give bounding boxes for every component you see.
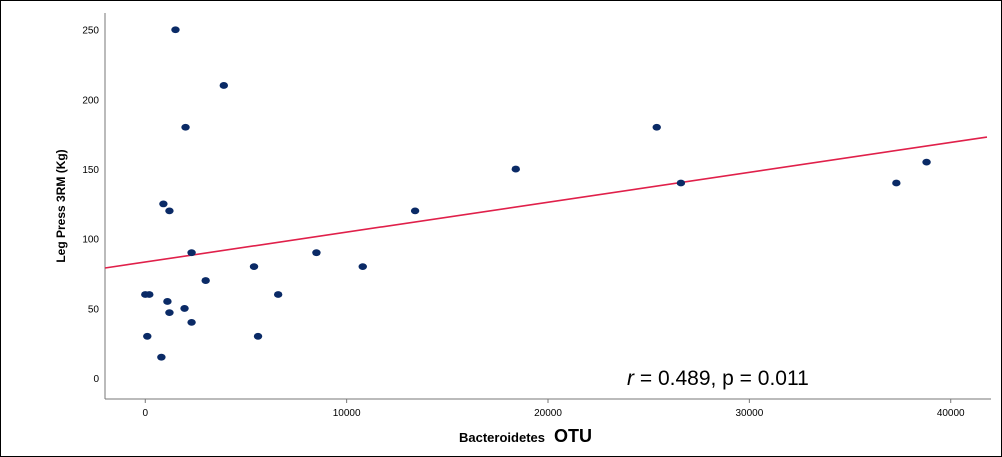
data-point bbox=[676, 179, 686, 187]
axes bbox=[104, 13, 991, 400]
data-point bbox=[312, 249, 321, 257]
data-point bbox=[159, 200, 168, 208]
data-point bbox=[892, 179, 901, 187]
y-tick-label: 0 bbox=[93, 374, 99, 385]
regression-line bbox=[104, 136, 988, 269]
data-point bbox=[187, 318, 196, 326]
y-ticks: 0 50 100 150 200 250 bbox=[82, 26, 99, 385]
data-point bbox=[180, 305, 189, 312]
data-points bbox=[141, 26, 931, 361]
x-tick-label: 10000 bbox=[333, 408, 361, 419]
data-point bbox=[219, 82, 229, 89]
data-point bbox=[165, 309, 174, 317]
x-tick-label: 20000 bbox=[534, 408, 562, 419]
correlation-annotation: r = 0.489, p = 0.011 bbox=[627, 367, 809, 390]
data-point bbox=[187, 249, 196, 257]
data-point bbox=[181, 123, 190, 131]
x-tick-label: 30000 bbox=[735, 408, 763, 419]
data-point bbox=[410, 207, 420, 215]
data-point bbox=[163, 298, 172, 305]
data-point bbox=[249, 263, 259, 271]
x-ticks: 0 10000 20000 30000 40000 bbox=[142, 399, 965, 419]
data-point bbox=[511, 165, 520, 173]
r-value-text: = 0.489, p = 0.011 bbox=[640, 367, 809, 390]
x-tick-label: 0 bbox=[142, 408, 148, 419]
data-point bbox=[201, 277, 210, 284]
data-point bbox=[143, 332, 152, 340]
data-point bbox=[157, 353, 166, 361]
data-point bbox=[922, 158, 931, 166]
data-point bbox=[165, 207, 174, 215]
data-point bbox=[358, 263, 367, 271]
x-tick-label: 40000 bbox=[937, 408, 965, 419]
data-point bbox=[253, 332, 263, 340]
y-axis-label: Leg Press 3RM (Kg) bbox=[54, 149, 68, 262]
y-tick-label: 100 bbox=[82, 235, 99, 246]
data-point bbox=[171, 26, 180, 34]
y-tick-label: 250 bbox=[82, 26, 99, 37]
y-tick-label: 200 bbox=[82, 95, 99, 106]
r-symbol: r bbox=[627, 367, 635, 390]
data-point bbox=[145, 291, 154, 298]
x-axis-label-suffix: OTU bbox=[554, 426, 592, 446]
y-tick-label: 150 bbox=[82, 165, 99, 176]
y-tick-label: 50 bbox=[88, 304, 100, 315]
x-axis-label-main: Bacteroidetes bbox=[459, 430, 545, 445]
data-point bbox=[652, 123, 661, 131]
data-point bbox=[273, 291, 283, 298]
x-axis-label: Bacteroidetes OTU bbox=[459, 426, 592, 446]
